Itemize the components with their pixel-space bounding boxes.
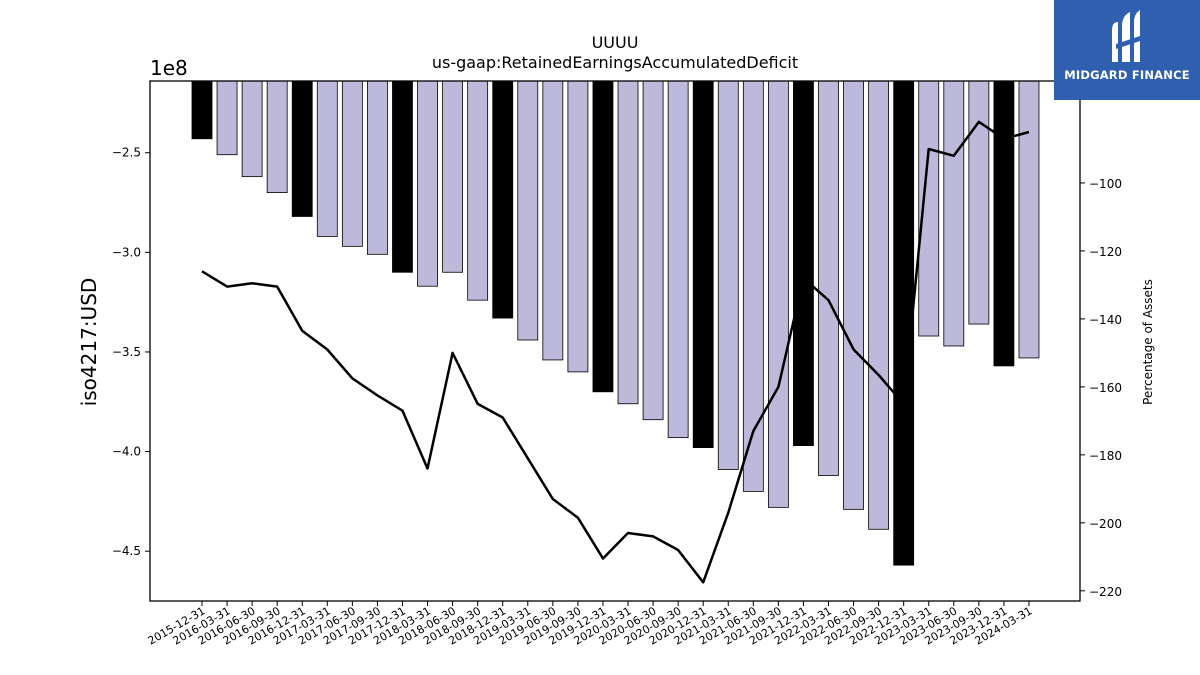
y2-tick-label: −200 [1089, 517, 1122, 531]
bar-2021-03-31 [717, 80, 739, 470]
bar-2019-09-30 [567, 80, 589, 373]
bar-2020-12-31 [692, 80, 714, 448]
bar-2020-03-31 [617, 80, 639, 405]
y-tick-label: −2.5 [112, 146, 141, 160]
y2-axis-label: Percentage of Assets [1141, 279, 1155, 405]
bar-2017-06-30 [341, 80, 363, 247]
logo-mark-icon [1112, 10, 1140, 62]
chart-subtitle: us-gaap:RetainedEarningsAccumulatedDefic… [432, 53, 798, 72]
percentage-line [201, 120, 1030, 584]
y-tick-label: −3.0 [112, 245, 141, 259]
bar-2017-12-31 [392, 80, 413, 273]
y2-tick-label: −140 [1089, 313, 1122, 327]
bar-2021-12-31 [793, 80, 814, 446]
bar-2023-09-30 [968, 80, 990, 325]
logo-text: MIDGARD FINANCE [1064, 68, 1190, 82]
axis-ticks: −2.5 −3.0 −3.5 −4.0 −4.5 −100 −120 −140 −160 −180… [112, 146, 1122, 648]
bar-2022-06-30 [843, 80, 864, 510]
bar-2022-09-30 [868, 80, 890, 530]
bar-2023-12-31 [993, 80, 1015, 367]
bar-2022-03-31 [818, 80, 839, 476]
bar-2018-06-30 [442, 80, 464, 273]
bar-series [191, 80, 1040, 566]
bar-2020-09-30 [667, 80, 689, 439]
y2-tick-label: −120 [1089, 245, 1122, 259]
y-axis-label: iso4217:USD [77, 278, 101, 407]
y-axis-exponent: 1e8 [150, 56, 188, 80]
y-tick-label: −4.0 [112, 445, 141, 459]
y-tick-label: −3.5 [112, 345, 141, 359]
bar-2024-03-31 [1018, 80, 1040, 359]
bar-2015-12-31 [191, 80, 213, 140]
bar-2017-09-30 [367, 80, 388, 255]
bar-2019-03-31 [517, 80, 539, 341]
midgard-finance-logo: MIDGARD FINANCE [1054, 0, 1200, 100]
chart-title: UUUU [592, 33, 639, 52]
y2-tick-label: −180 [1089, 449, 1122, 463]
bar-2018-03-31 [417, 80, 438, 287]
bar-2016-09-30 [266, 80, 288, 193]
y2-tick-label: −220 [1089, 585, 1122, 599]
y-tick-label: −4.5 [112, 544, 141, 558]
bar-2018-09-30 [467, 80, 489, 301]
bar-2016-06-30 [241, 80, 263, 178]
bar-2016-12-31 [291, 80, 313, 217]
y2-tick-label: −100 [1089, 177, 1122, 191]
bar-2016-03-31 [216, 80, 238, 156]
line-series [201, 120, 1030, 584]
bar-2018-12-31 [492, 80, 514, 319]
bar-2021-09-30 [767, 80, 789, 508]
bar-2019-06-30 [542, 80, 564, 361]
y2-tick-label: −160 [1089, 381, 1122, 395]
bar-2019-12-31 [592, 80, 614, 393]
plot-frame [149, 80, 1081, 602]
bar-2017-03-31 [316, 80, 338, 237]
bar-2023-06-30 [943, 80, 965, 347]
bar-2020-06-30 [642, 80, 664, 421]
